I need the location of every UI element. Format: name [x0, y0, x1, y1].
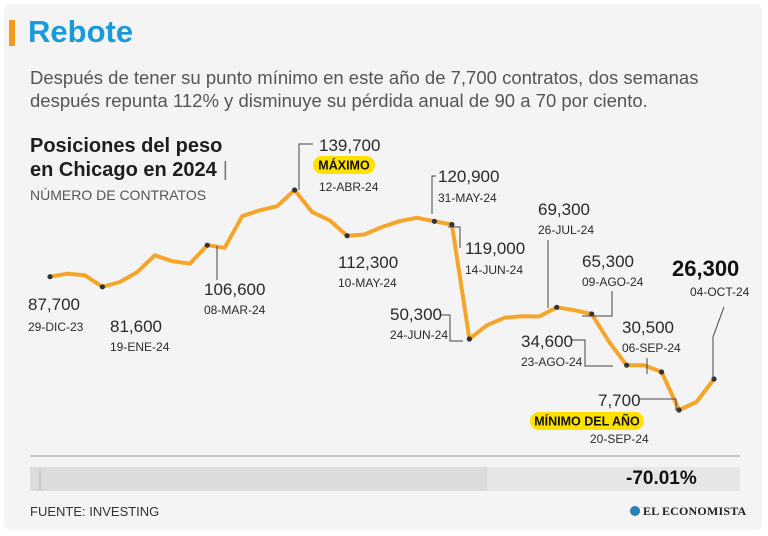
date-label: 14-JUN-24	[465, 263, 523, 277]
chart-title-line-2: en Chicago en 2024	[30, 159, 217, 181]
headline: Rebote	[28, 14, 134, 49]
value-label: 106,600	[204, 280, 265, 299]
leader-line	[440, 314, 463, 342]
value-label: 139,700	[319, 136, 380, 155]
date-label: 12-ABR-24	[319, 180, 379, 194]
value-label: 120,900	[438, 167, 499, 186]
point-marker	[344, 233, 350, 239]
value-label: 26,300	[672, 256, 739, 281]
leader-line	[298, 143, 313, 190]
point-marker	[449, 221, 455, 228]
point-marker	[624, 362, 630, 368]
change-percent: -70.01%	[626, 468, 697, 489]
point-marker	[431, 218, 438, 224]
source-note: FUENTE: INVESTING	[30, 504, 160, 519]
series-line	[48, 188, 716, 412]
date-label: 19-ENE-24	[110, 340, 170, 354]
date-label: 10-MAY-24	[338, 276, 397, 290]
point-marker	[99, 284, 106, 290]
date-label: 04-OCT-24	[690, 285, 750, 299]
date-label: 23-AGO-24	[521, 355, 583, 369]
headline-accent-bar	[9, 20, 15, 46]
value-label: 30,500	[622, 318, 674, 337]
change-bar-fill	[30, 467, 488, 491]
point-marker	[711, 376, 717, 382]
brand-logo-icon	[630, 506, 640, 516]
leader-line	[712, 306, 725, 380]
point-marker	[589, 311, 595, 317]
value-label: 87,700	[28, 295, 80, 314]
badge-pill	[313, 156, 375, 174]
value-label: 112,300	[338, 253, 398, 272]
point-marker	[658, 369, 665, 375]
date-label: 26-JUL-24	[538, 223, 594, 237]
badge-label: MÍNIMO DEL AÑO	[534, 414, 640, 429]
point-marker	[466, 336, 472, 342]
leader-line	[640, 398, 680, 411]
point-marker	[554, 304, 560, 310]
leader-line	[571, 339, 613, 367]
badge-pill	[530, 412, 644, 430]
title-divider: |	[222, 159, 228, 181]
date-label: 09-AGO-24	[582, 275, 644, 289]
chart-title: Posiciones del peso en Chicago en 2024 |	[30, 134, 228, 182]
value-label: 7,700	[598, 391, 641, 410]
infographic-card	[4, 4, 762, 530]
chart-title-line-1: Posiciones del peso	[30, 135, 223, 157]
point-marker	[292, 187, 298, 193]
brand-name: EL ECONOMISTA	[643, 504, 747, 518]
date-label: 20-SEP-24	[590, 432, 649, 446]
chart-subtitle: NÚMERO DE CONTRATOS	[30, 187, 207, 203]
date-label: 06-SEP-24	[622, 341, 681, 355]
value-label: 81,600	[110, 317, 162, 336]
chart-title-line-2-wrap: en Chicago en 2024 |	[30, 158, 228, 182]
leader-line	[448, 226, 461, 248]
point-marker	[47, 274, 53, 280]
value-label: 69,300	[538, 200, 590, 219]
dek: Después de tener su punto mínimo en este…	[30, 67, 699, 111]
date-label: 24-JUN-24	[390, 328, 448, 342]
value-label: 65,300	[582, 252, 634, 271]
badge-label: MÁXIMO	[318, 158, 370, 173]
value-label: 119,000	[465, 239, 525, 258]
publisher-brand: EL ECONOMISTA	[630, 504, 746, 519]
date-label: 29-DIC-23	[28, 320, 84, 334]
leader-line	[431, 175, 436, 214]
leader-line	[582, 291, 613, 317]
value-label: 34,600	[521, 332, 573, 351]
date-label: 31-MAY-24	[438, 191, 497, 205]
date-label: 08-MAR-24	[204, 303, 266, 317]
point-marker	[204, 242, 210, 248]
value-label: 50,300	[390, 305, 442, 324]
